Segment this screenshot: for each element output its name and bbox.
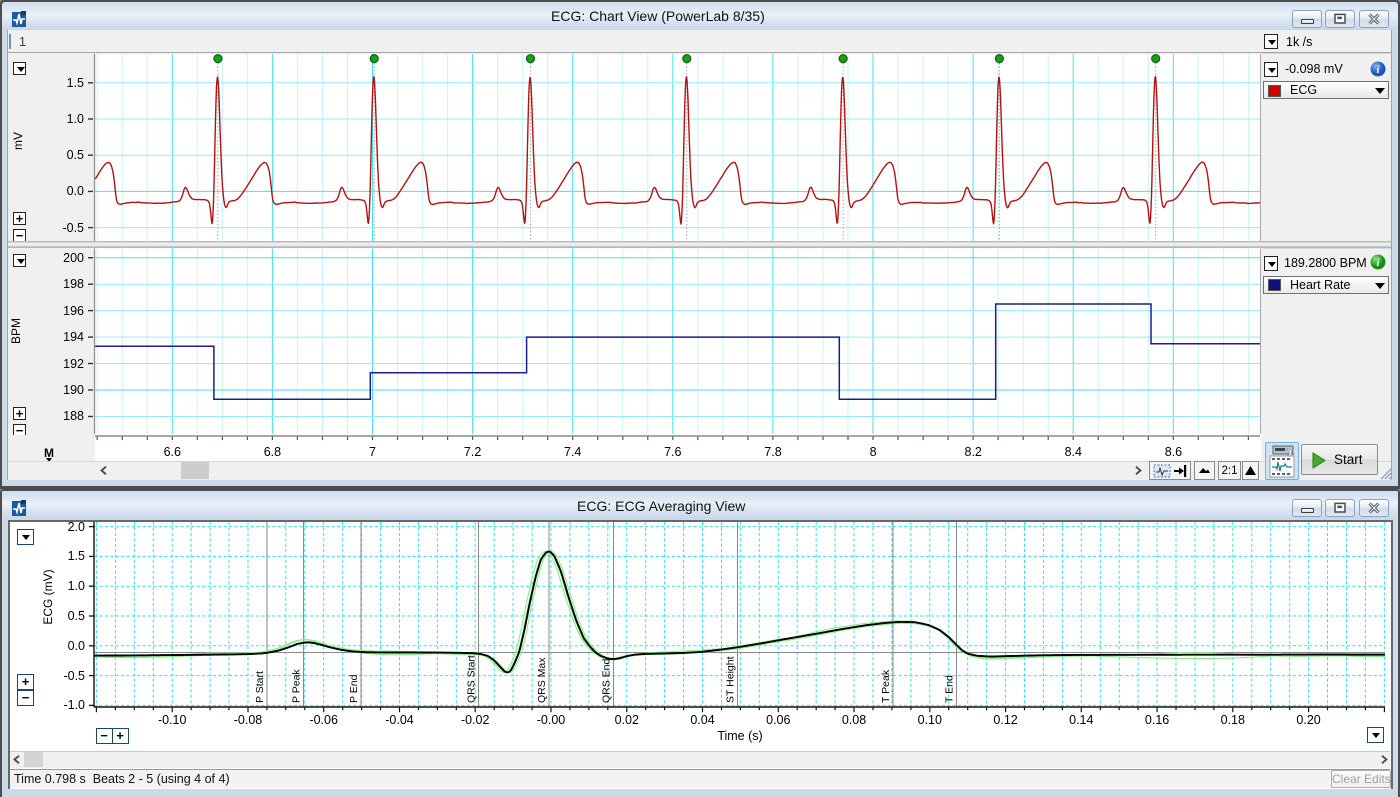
svg-text:0.18: 0.18	[1221, 713, 1245, 727]
svg-text:0.14: 0.14	[1069, 713, 1093, 727]
svg-text:-0.08: -0.08	[234, 713, 263, 727]
svg-text:0.02: 0.02	[615, 713, 639, 727]
svg-text:-0.10: -0.10	[158, 713, 187, 727]
svg-text:i: i	[1376, 64, 1380, 76]
svg-text:-0.02: -0.02	[461, 713, 490, 727]
svg-text:-0.04: -0.04	[385, 713, 414, 727]
svg-text:T Peak: T Peak	[880, 669, 892, 703]
svg-text:0.06: 0.06	[766, 713, 790, 727]
svg-text:7: 7	[369, 445, 376, 459]
svg-text:6.8: 6.8	[264, 445, 281, 459]
svg-text:8: 8	[870, 445, 877, 459]
svg-text:ST Height: ST Height	[725, 656, 737, 703]
svg-text:7.2: 7.2	[464, 445, 481, 459]
svg-text:P Peak: P Peak	[291, 669, 303, 703]
svg-text:6.6: 6.6	[164, 445, 181, 459]
svg-text:7.6: 7.6	[664, 445, 681, 459]
svg-text:T End: T End	[944, 675, 956, 703]
svg-text:0.10: 0.10	[918, 713, 942, 727]
svg-text:i: i	[1376, 257, 1380, 269]
svg-text:8.6: 8.6	[1165, 445, 1182, 459]
svg-text:0.12: 0.12	[993, 713, 1017, 727]
svg-text:P Start: P Start	[254, 671, 266, 703]
svg-text:7.4: 7.4	[564, 445, 581, 459]
svg-text:Time (s): Time (s)	[717, 729, 762, 743]
svg-text:8.4: 8.4	[1065, 445, 1082, 459]
svg-text:-0.00: -0.00	[537, 713, 566, 727]
svg-text:0.04: 0.04	[690, 713, 714, 727]
svg-text:QRS End: QRS End	[601, 658, 613, 703]
svg-text:0.20: 0.20	[1296, 713, 1320, 727]
svg-text:P End: P End	[348, 674, 360, 703]
svg-text:QRS Max: QRS Max	[536, 657, 548, 703]
svg-text:8.2: 8.2	[965, 445, 982, 459]
svg-text:0.16: 0.16	[1145, 713, 1169, 727]
svg-text:0.08: 0.08	[842, 713, 866, 727]
svg-text:QRS Start: QRS Start	[466, 655, 478, 703]
svg-text:7.8: 7.8	[764, 445, 781, 459]
svg-text:-0.06: -0.06	[309, 713, 338, 727]
